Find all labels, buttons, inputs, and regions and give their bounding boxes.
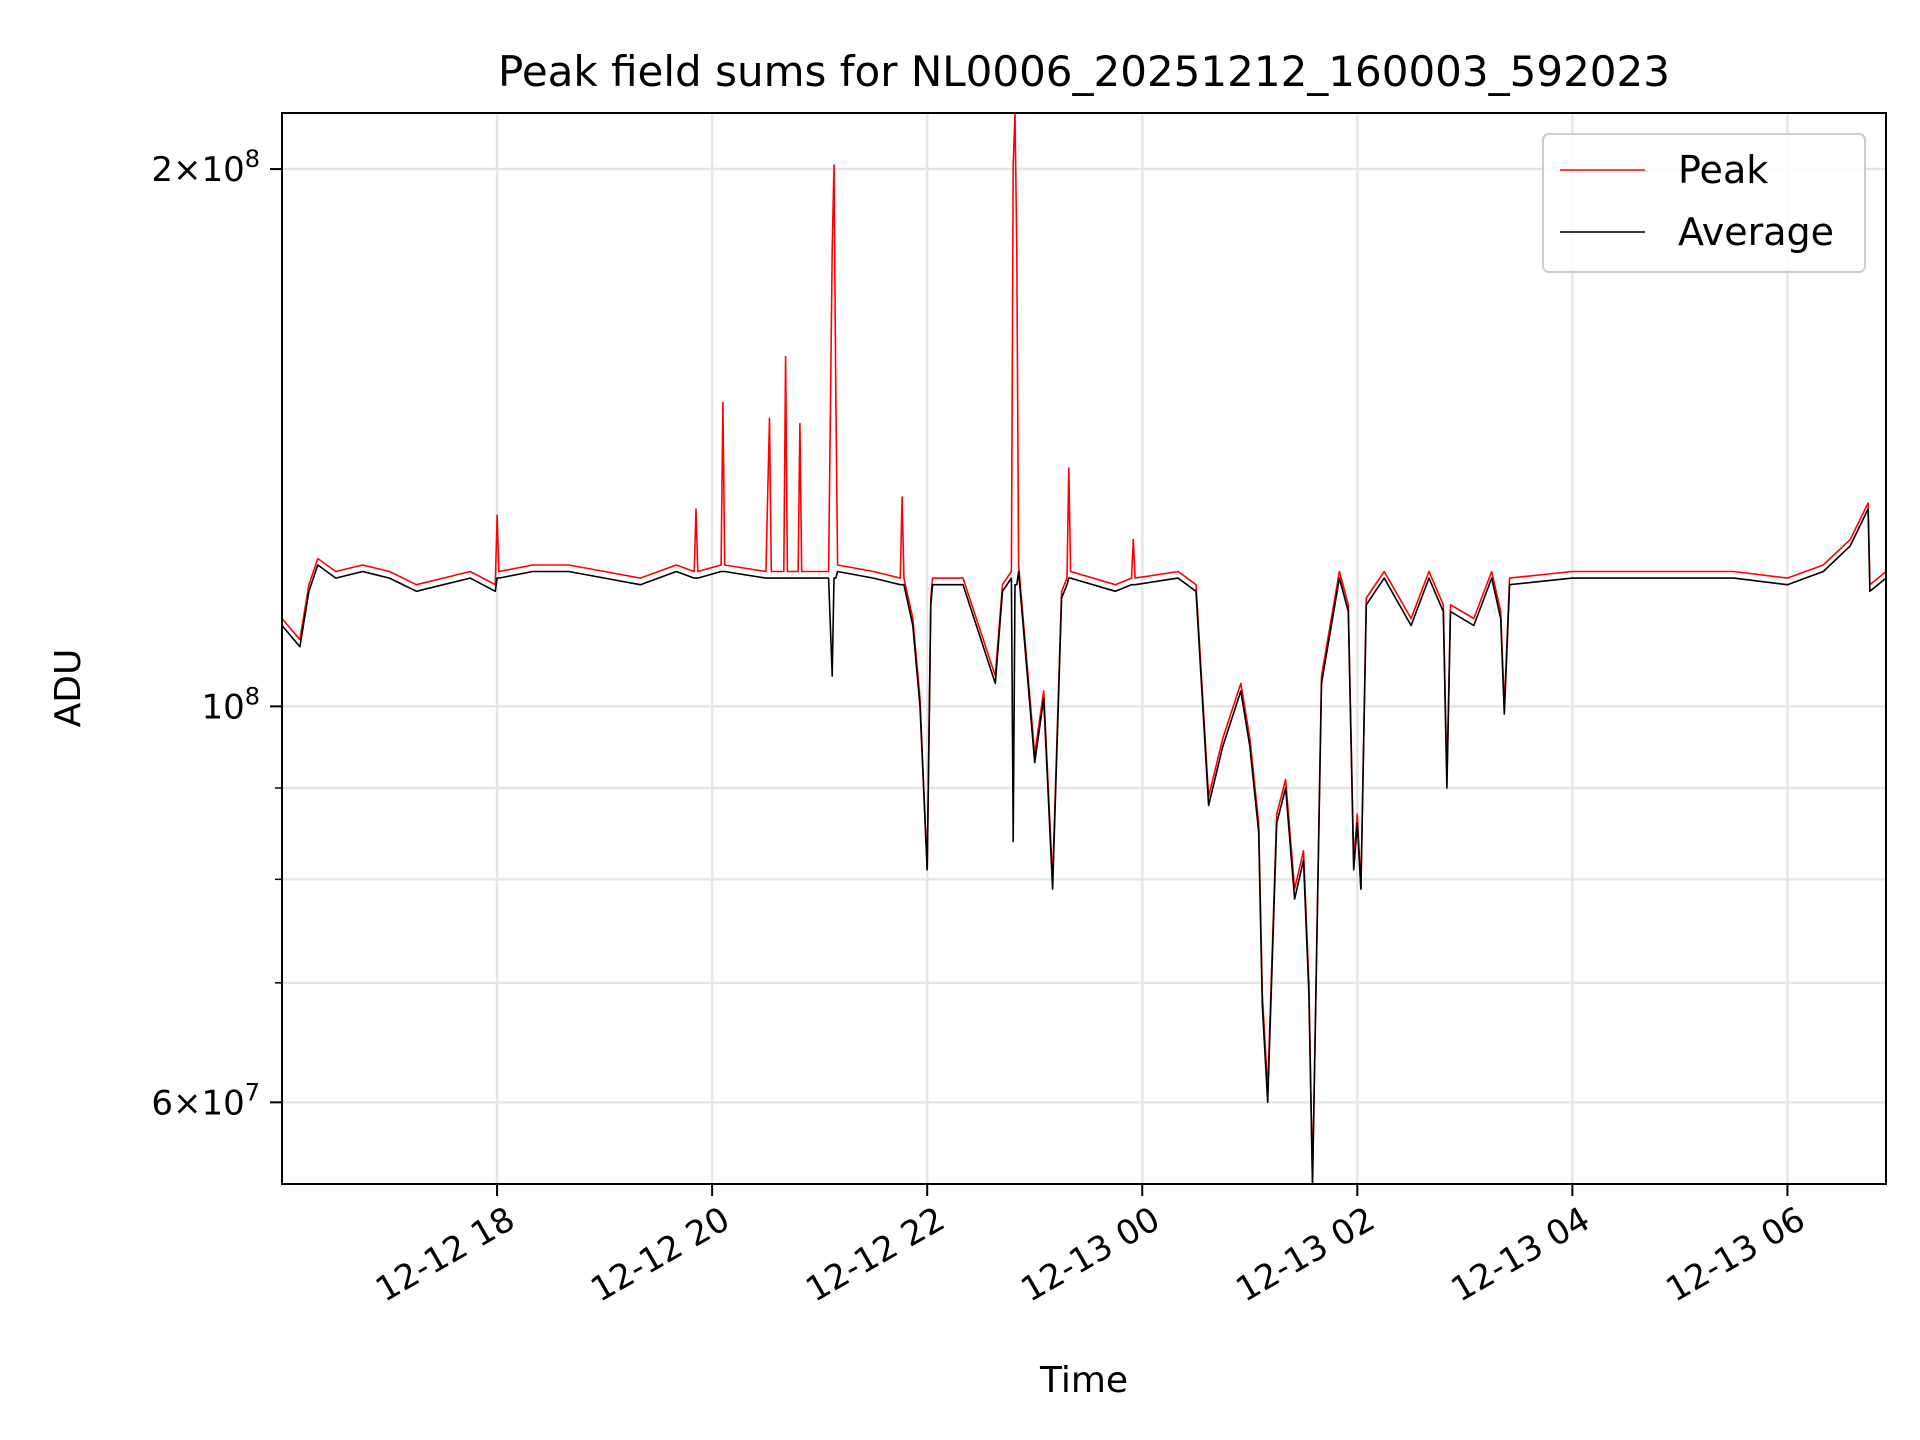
series-line-average <box>281 508 1887 1185</box>
y-axis-ticks: 6×107 108 2×108 <box>151 145 282 1123</box>
series-line-peak <box>281 112 1887 1185</box>
y-tick-label-0: 6×107 <box>151 1078 260 1123</box>
legend-label-peak: Peak <box>1678 148 1768 192</box>
axes-frame <box>281 112 1887 1185</box>
x-axis-label: Time <box>1039 1360 1128 1401</box>
chart-title: Peak field sums for NL0006_20251212_1600… <box>498 47 1670 96</box>
legend-label-average: Average <box>1678 210 1834 254</box>
legend: Peak Average <box>1542 133 1866 273</box>
y-tick-label-1: 108 <box>201 682 260 727</box>
y-axis-label: ADU <box>48 649 89 728</box>
plot-lines <box>281 112 1887 1185</box>
legend-box <box>1542 133 1866 273</box>
y-tick-label-2: 2×108 <box>151 145 260 190</box>
grid-lines <box>282 113 1886 1184</box>
